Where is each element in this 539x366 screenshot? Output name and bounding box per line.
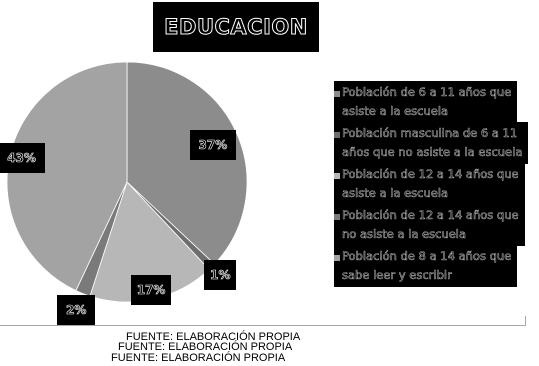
legend-swatch: [334, 173, 340, 179]
legend: Población de 6 a 11 años que asiste a la…: [334, 81, 539, 287]
source-note: FUENTE: ELABORACIÓN PROPIA: [111, 352, 286, 364]
slice-data-label: 1%: [204, 260, 237, 291]
frame-bottom-line: [0, 325, 525, 326]
legend-label: Población masculina de 6 a 11 años que n…: [334, 122, 529, 164]
legend-swatch: [334, 91, 340, 97]
slice-data-label: 2%: [57, 295, 96, 326]
legend-item: Población de 8 a 14 años que sabe leer y…: [334, 245, 539, 287]
legend-label: Población de 8 a 14 años que sabe leer y…: [334, 245, 518, 287]
source-note: FUENTE: ELABORACIÓN PROPIA: [118, 341, 293, 353]
slice-data-label: 17%: [131, 274, 172, 305]
legend-label: Población de 12 a 14 años que no asiste …: [334, 204, 525, 246]
legend-label: Población de 12 a 14 años que asiste a l…: [334, 163, 525, 205]
legend-item: Población de 12 a 14 años que asiste a l…: [334, 163, 539, 205]
chart-title-box: EDUCACION: [153, 2, 319, 52]
slice-data-label: 37%: [189, 129, 236, 160]
legend-swatch: [334, 255, 340, 261]
legend-item: Población masculina de 6 a 11 años que n…: [334, 122, 539, 164]
source-note: FUENTE: ELABORACIÓN PROPIA: [126, 331, 301, 343]
frame-right-line: [525, 316, 526, 326]
slice-data-label: 43%: [0, 143, 45, 174]
chart-title: EDUCACION: [164, 15, 308, 40]
pie-slice: [126, 61, 248, 265]
legend-item: Población de 12 a 14 años que no asiste …: [334, 204, 539, 246]
legend-swatch: [334, 132, 340, 138]
legend-label: Población de 6 a 11 años que asiste a la…: [334, 81, 518, 123]
legend-item: Población de 6 a 11 años que asiste a la…: [334, 81, 539, 123]
legend-swatch: [334, 214, 340, 220]
